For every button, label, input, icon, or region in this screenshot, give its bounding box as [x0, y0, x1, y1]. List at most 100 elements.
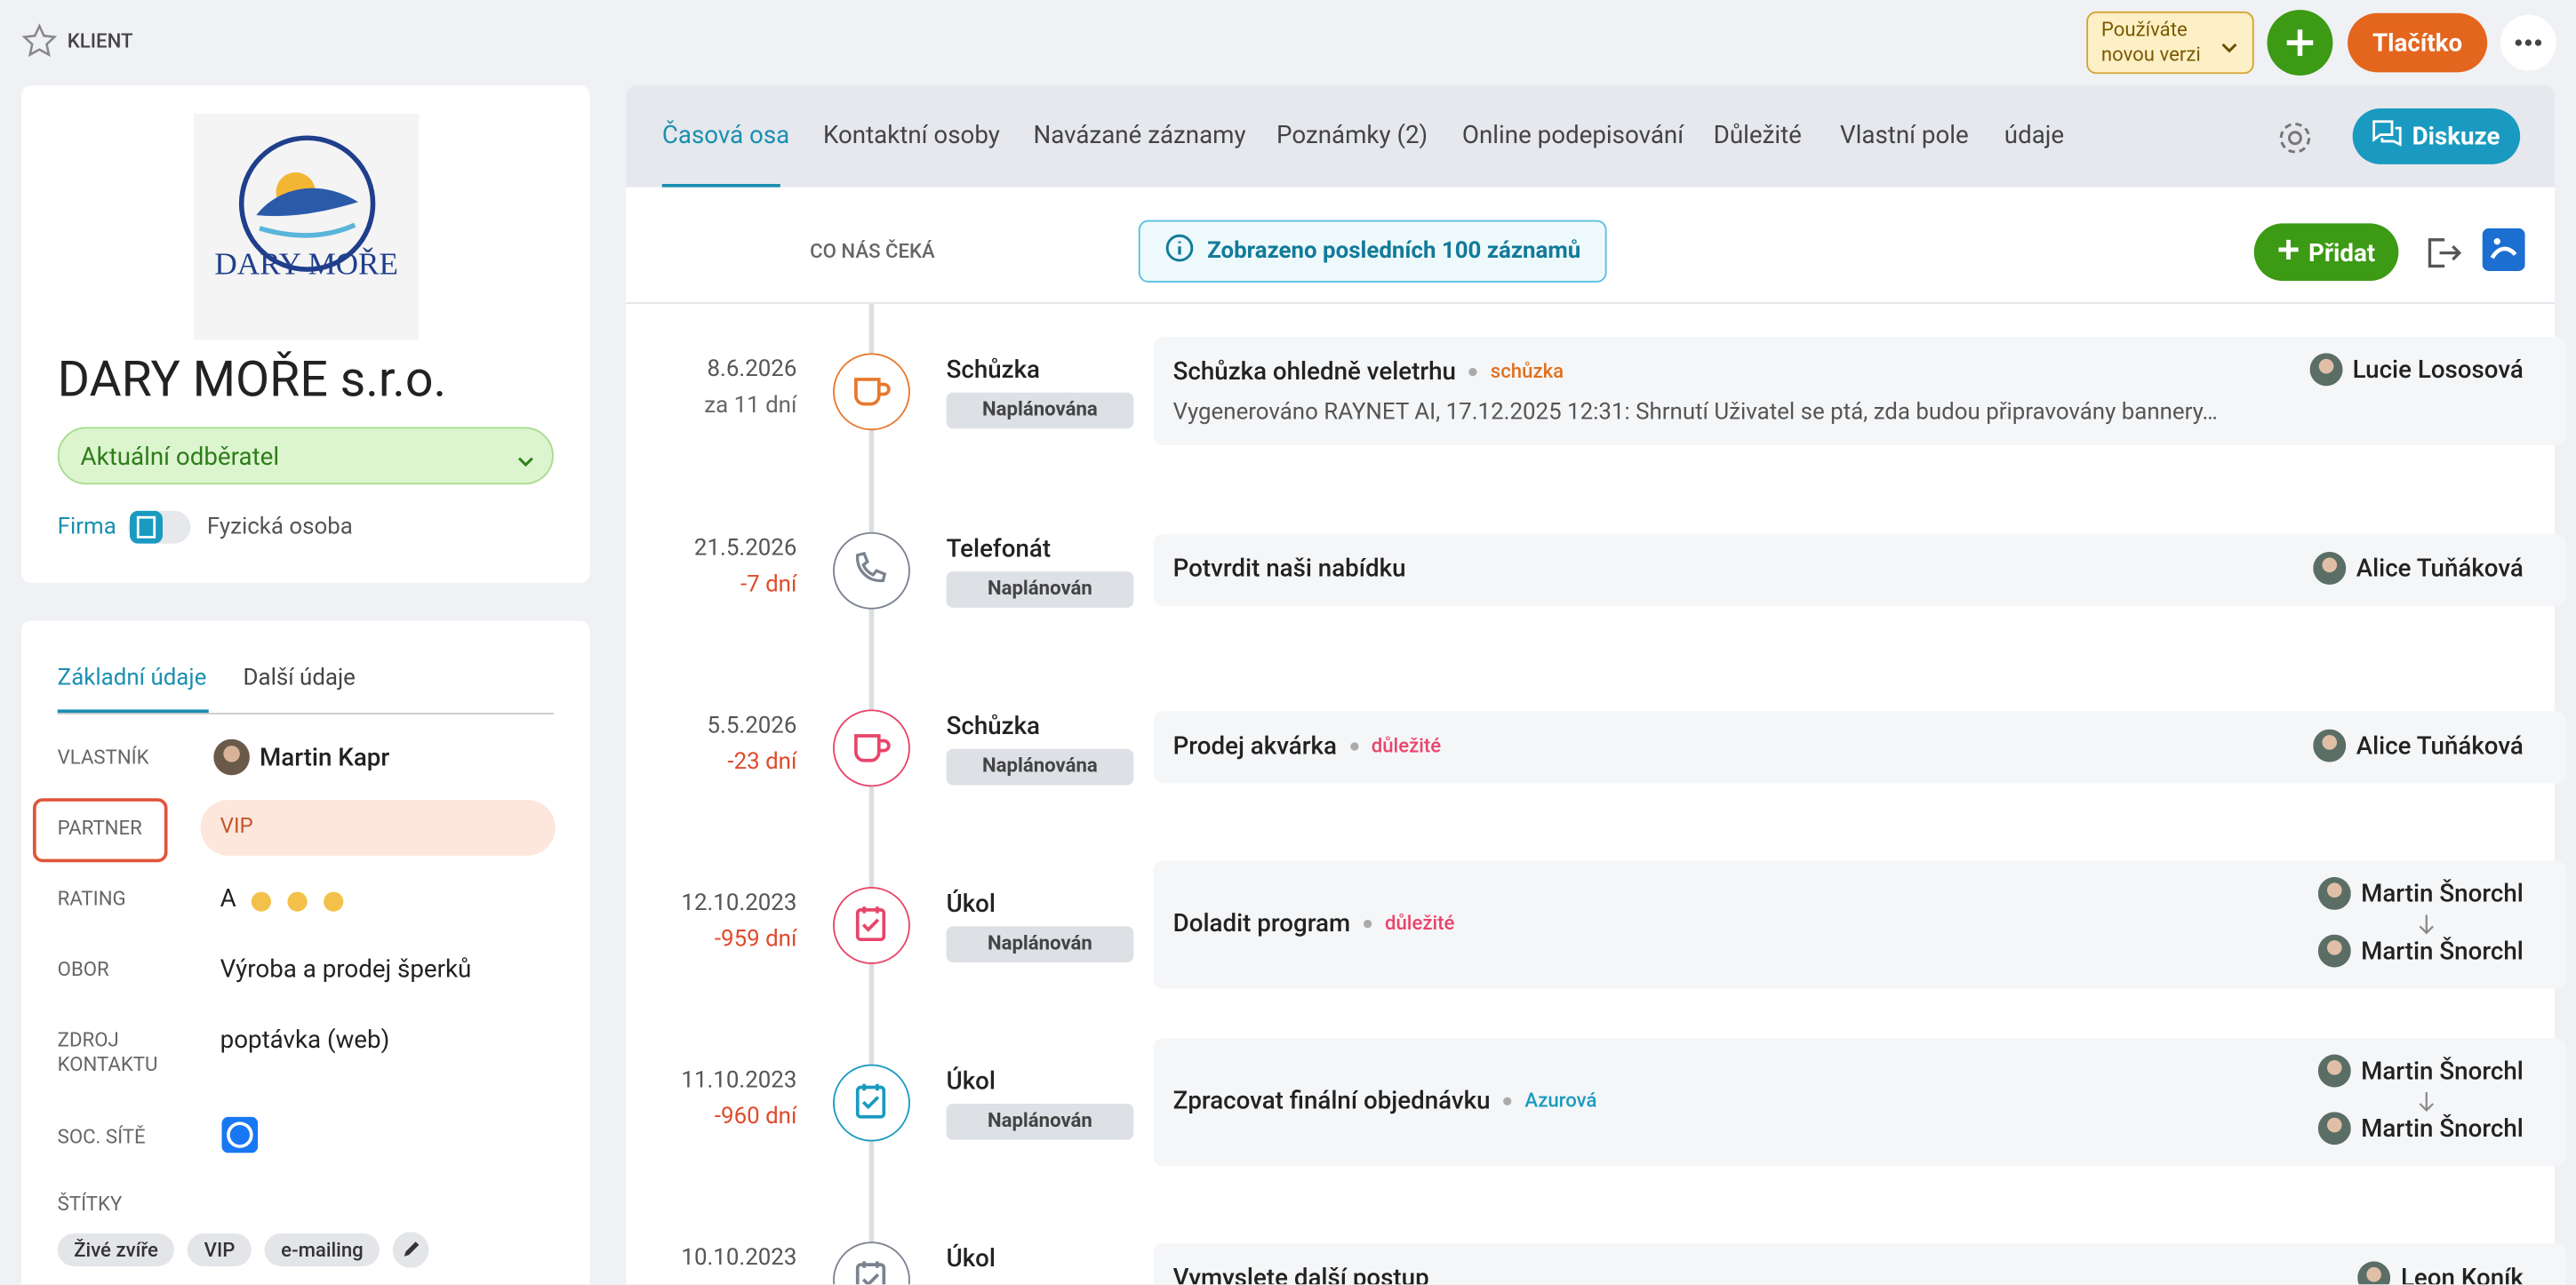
- person: Alice Tuňáková: [2313, 551, 2524, 585]
- version-text: Používáte novou verzi: [2100, 18, 2201, 66]
- avatar: [2318, 934, 2352, 968]
- entry-date: 10.10.2023: [681, 1244, 797, 1272]
- detail-tab[interactable]: Základní údaje: [57, 665, 207, 692]
- discuss-button[interactable]: Diskuze: [2352, 108, 2521, 164]
- entry-relative: -959 dní: [714, 926, 797, 953]
- assign-arrow: [2419, 1089, 2435, 1120]
- type-toggle[interactable]: [128, 510, 191, 544]
- avatar: [2357, 1261, 2391, 1285]
- state-pill: Naplánována: [946, 748, 1134, 786]
- info-text: Zobrazeno posledních 100 záznamů: [1207, 237, 1581, 265]
- field-value: Výroba a prodej šperků: [220, 954, 472, 985]
- entry-title: Schůzka ohledně veletrhu: [1172, 356, 1456, 387]
- entry-card[interactable]: Schůzka ohledně veletrhu schůzka Vygenerov…: [1153, 336, 2566, 445]
- field-value: Martin Kapr: [260, 742, 390, 772]
- field-label: OBOR: [57, 957, 109, 981]
- tag-list: Živé zvíře VIP e-mailing: [57, 1232, 429, 1268]
- edit-tags[interactable]: [393, 1232, 429, 1268]
- entry-card[interactable]: Potvrdit naši nabídku Alice Tuňáková: [1153, 533, 2566, 606]
- entry-type: Schůzka: [946, 355, 1040, 385]
- version-notice[interactable]: Používáte novou verzi: [2086, 11, 2254, 75]
- person-name: Martin Šnorchl: [2361, 878, 2524, 909]
- entry-icon: [833, 353, 910, 431]
- state-text: Naplánován: [987, 576, 1092, 600]
- entry-tag: důležité: [1371, 734, 1442, 758]
- timeline-tab[interactable]: Časová osa: [661, 119, 790, 150]
- entry-title: Prodej akvárka: [1172, 730, 1337, 761]
- separator-dot: [1468, 367, 1478, 376]
- field-label: ZDROJ KONTAKTU: [57, 1027, 158, 1076]
- avatar: [2318, 876, 2352, 910]
- entry-title-row: Prodej akvárka důležité: [1173, 730, 1442, 760]
- entry-type: Úkol: [946, 1066, 996, 1096]
- add-record-button[interactable]: Přidat: [2253, 223, 2399, 282]
- entry-type: Schůzka: [946, 711, 1040, 741]
- timeline-tab[interactable]: Důležité: [1713, 119, 1802, 150]
- logo-text: DARY MOŘE: [214, 248, 398, 283]
- entry-card[interactable]: Prodej akvárka důležité Alice Tuňáková: [1153, 711, 2566, 784]
- entry-relative: -960 dní: [714, 1103, 797, 1130]
- field-label: PARTNER: [57, 816, 142, 840]
- entry-icon: [833, 1064, 910, 1142]
- tag: e-mailing: [264, 1233, 380, 1266]
- state-pill: Naplánována: [946, 392, 1134, 429]
- entry-title-row: Schůzka ohledně veletrhu schůzka: [1173, 356, 1564, 386]
- entry-card[interactable]: Zpracovat finální objednávku Azurová Marti…: [1153, 1038, 2566, 1167]
- entry-description: Vygenerováno RAYNET AI, 17.12.2025 12:31…: [1172, 399, 2218, 426]
- entry-card[interactable]: Vymyslete další postup Leon Koník: [1153, 1243, 2566, 1285]
- info-icon: [1164, 233, 1194, 269]
- entry-date: 12.10.2023: [681, 890, 797, 917]
- timeline-tab[interactable]: Kontaktní osoby: [822, 119, 1000, 150]
- timeline-tab[interactable]: Online podepisování: [1461, 119, 1684, 150]
- timeline-tab[interactable]: Navázané záznamy: [1033, 119, 1246, 150]
- timeline-tab[interactable]: Vlastní pole: [1839, 119, 1969, 150]
- company-card: DARY MOŘE DARY MOŘE s.r.o. Aktuální odběra…: [21, 85, 590, 584]
- field-value: poptávka (web): [220, 1025, 390, 1055]
- person: Martin Šnorchl: [2318, 876, 2524, 910]
- partner-pill: VIP: [200, 800, 556, 856]
- person: Lucie Lososová: [2309, 353, 2524, 387]
- more-button[interactable]: [2500, 14, 2556, 71]
- avatar: [2318, 1054, 2352, 1088]
- state-pill: Naplánován: [946, 926, 1134, 963]
- state-pill: Naplánován: [946, 1103, 1134, 1140]
- settings-icon[interactable]: [2276, 118, 2315, 164]
- plus-icon: [2277, 236, 2300, 267]
- chevron: [2220, 33, 2239, 64]
- separator-dot: [1349, 741, 1358, 750]
- entry-title: Vymyslete další postup: [1172, 1263, 1429, 1285]
- tabs-divider: [57, 713, 554, 714]
- entry-type: Telefonát: [946, 533, 1052, 563]
- person-name: Martin Šnorchl: [2361, 1056, 2524, 1086]
- primary-button[interactable]: Tlačítko: [2348, 12, 2488, 73]
- facebook-icon[interactable]: [221, 1116, 259, 1160]
- button-label: Tlačítko: [2372, 28, 2463, 58]
- status-text: Aktuální odběratel: [80, 442, 280, 472]
- person-name: Alice Tuňáková: [2356, 553, 2524, 584]
- timeline-tab[interactable]: údaje: [2004, 119, 2065, 150]
- state-text: Naplánována: [982, 397, 1098, 421]
- state-text: Naplánována: [982, 754, 1098, 778]
- person: Martin Šnorchl: [2318, 1112, 2524, 1145]
- active-tab-underline: [57, 709, 209, 714]
- entry-date: 21.5.2026: [693, 535, 797, 563]
- export-icon[interactable]: [2423, 233, 2462, 279]
- state-pill: Naplánován: [946, 571, 1134, 608]
- active-tab-underline: [661, 183, 780, 188]
- entry-icon: [833, 709, 910, 787]
- add-button[interactable]: [2267, 10, 2333, 76]
- timeline-tab[interactable]: Poznámky (2): [1276, 119, 1428, 150]
- status-select[interactable]: Aktuální odběratel: [57, 427, 554, 485]
- timeline-panel: Časová osa Kontaktní osoby Navázané záznam…: [626, 85, 2566, 1285]
- ai-icon[interactable]: [2482, 227, 2525, 277]
- detail-tab[interactable]: Další údaje: [243, 665, 356, 692]
- entry-title-row: Doladit program důležité: [1173, 908, 1455, 938]
- entry-card[interactable]: Doladit program důležité Martin Šnorchl Mar…: [1153, 860, 2566, 989]
- entry-title: Potvrdit naši nabídku: [1172, 553, 1406, 584]
- owner-avatar: [213, 738, 250, 782]
- entry-relative: za 11 dní: [704, 392, 797, 419]
- company-name: DARY MOŘE s.r.o.: [57, 351, 447, 410]
- entry-title: Zpracovat finální objednávku: [1172, 1085, 1491, 1115]
